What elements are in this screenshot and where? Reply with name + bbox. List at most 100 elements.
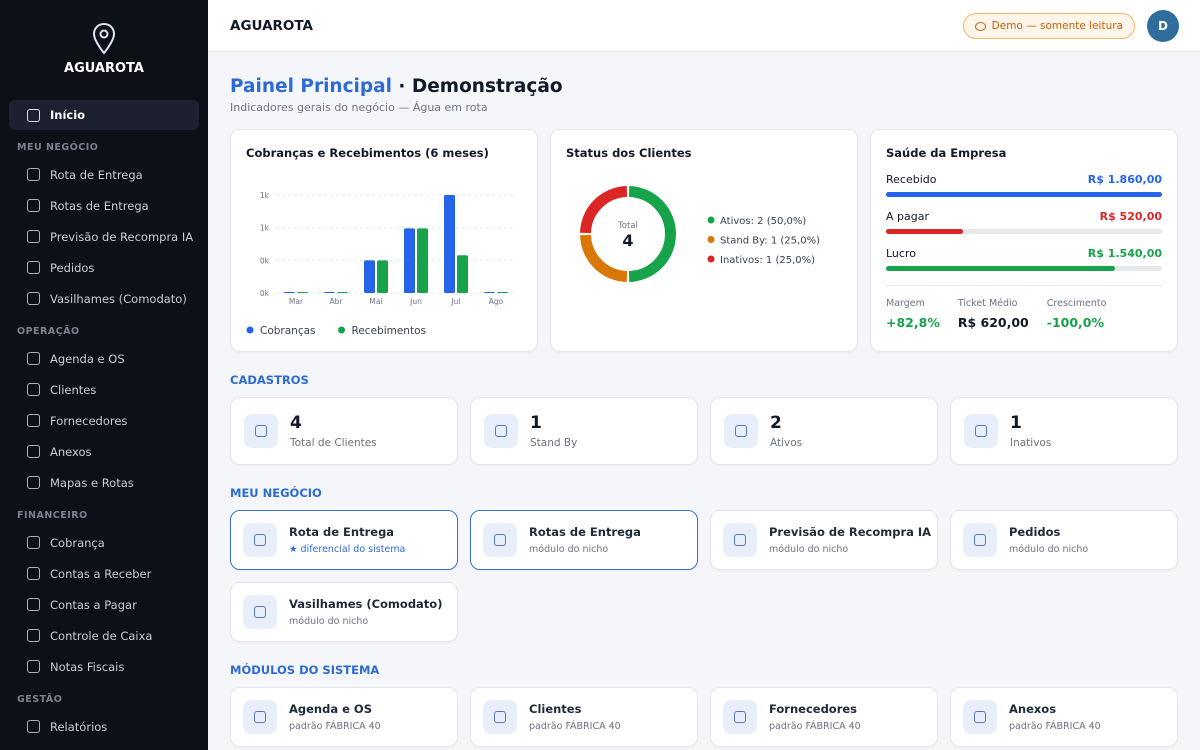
section-title: MEU NEGÓCIO — [230, 486, 322, 500]
module-card[interactable]: Clientes padrão FÁBRICA 40 — [470, 687, 698, 747]
health-row: Recebido R$ 1.860,00 — [886, 173, 1162, 197]
module-card[interactable]: Previsão de Recompra IA módulo do nicho — [710, 510, 938, 570]
icon — [27, 720, 40, 733]
nav-item[interactable]: Agenda e OS — [9, 343, 199, 374]
section-title: MÓDULOS DO SISTEMA — [230, 663, 380, 677]
module-title: Fornecedores — [769, 702, 858, 716]
metric: Margem +82,8% — [886, 298, 940, 330]
icon — [735, 425, 747, 437]
health-value: R$ 520,00 — [1099, 210, 1162, 223]
legend-swatch — [338, 326, 346, 334]
icon-box — [724, 414, 758, 448]
nav-item[interactable]: Mapas e Rotas — [9, 467, 199, 498]
nav-item[interactable]: Início — [9, 100, 199, 130]
nav-label: Início — [50, 108, 86, 122]
nav-item[interactable]: Previsão de Recompra IA — [9, 221, 199, 252]
health-row: Lucro R$ 1.540,00 — [886, 247, 1162, 271]
y-tick-label: 1k — [260, 224, 270, 233]
nav-item[interactable]: Controle de Caixa — [9, 620, 199, 651]
sidebar: AGUAROTA Início MEU NEGÓCIO Rota de Entreg… — [0, 0, 208, 750]
nav-item[interactable]: Pedidos — [9, 252, 199, 283]
icon — [254, 711, 266, 723]
module-card[interactable]: Rotas de Entrega módulo do nicho — [470, 510, 698, 570]
module-subtitle: módulo do nicho — [1009, 544, 1089, 555]
business-modules: Rota de Entrega ★ diferencial do sistema R… — [230, 510, 1178, 642]
bar — [484, 292, 495, 293]
module-card[interactable]: Vasilhames (Comodato) módulo do nicho — [230, 582, 458, 642]
nav-label: Fornecedores — [50, 413, 128, 428]
nav-label: Mapas e Rotas — [50, 475, 134, 490]
module-card[interactable]: Fornecedores padrão FÁBRICA 40 — [710, 687, 938, 747]
y-tick-label: 0k — [260, 256, 270, 265]
stat-value: 1 — [530, 413, 542, 433]
health-value: R$ 1.860,00 — [1087, 173, 1162, 186]
title-main: Painel Principal — [230, 76, 392, 97]
module-subtitle: padrão FÁBRICA 40 — [529, 721, 621, 732]
nav-item[interactable]: Cobrança — [9, 527, 199, 558]
pie-chart: Ativos: 2 (50,0%) Stand By: 1 (25,0%) Inat… — [580, 186, 820, 282]
icon — [27, 352, 40, 365]
donut-center-label: Total — [617, 221, 638, 231]
donut-center-value: 4 — [622, 231, 633, 250]
avatar[interactable]: D — [1147, 10, 1179, 42]
icon — [975, 425, 987, 437]
icon-box — [963, 700, 997, 734]
legend-label: Stand By: 1 (25,0%) — [720, 236, 820, 247]
progress-bar — [886, 229, 964, 234]
module-title: Clientes — [529, 702, 582, 716]
icon — [27, 108, 40, 122]
module-title: Previsão de Recompra IA — [769, 525, 932, 539]
legend-label: Recebimentos — [352, 325, 426, 337]
metric-label: Ticket Médio — [957, 298, 1018, 309]
stat-value: 1 — [1010, 413, 1022, 433]
icon — [27, 414, 40, 427]
progress-track — [886, 266, 1162, 271]
icon-box — [243, 700, 277, 734]
pie-slice — [628, 186, 676, 282]
pie-chart-card: Status dos Clientes Ativos: 2 (50,0%) Stan… — [550, 129, 858, 352]
nav-item[interactable]: Contas a Pagar — [9, 589, 199, 620]
x-tick-label: Abr — [330, 297, 344, 306]
nav-item[interactable]: Rota de Entrega — [9, 159, 199, 190]
bar — [377, 260, 388, 293]
bar — [497, 292, 508, 293]
icon — [974, 711, 986, 723]
icon — [27, 476, 40, 489]
nav-item[interactable]: Notas Fiscais — [9, 651, 199, 682]
nav-item[interactable]: Rotas de Entrega — [9, 190, 199, 221]
module-title: Pedidos — [1009, 525, 1061, 539]
module-text: Rota de Entrega ★ diferencial do sistema — [289, 525, 405, 555]
icon — [494, 711, 506, 723]
nav-item[interactable]: Fornecedores — [9, 405, 199, 436]
progress-track — [886, 229, 1162, 234]
progress-bar — [886, 266, 1115, 271]
module-card[interactable]: Rota de Entrega ★ diferencial do sistema — [230, 510, 458, 570]
bar — [297, 292, 308, 293]
nav-item[interactable]: Anexos — [9, 436, 199, 467]
nav-item[interactable]: Relatórios — [9, 711, 199, 742]
brand: AGUAROTA — [0, 0, 208, 96]
nav-label: Cobrança — [50, 535, 105, 550]
icon — [27, 629, 40, 642]
nav-label: Controle de Caixa — [50, 628, 153, 643]
module-card[interactable]: Pedidos módulo do nicho — [950, 510, 1178, 570]
health-label-row: Lucro R$ 1.540,00 — [886, 247, 1162, 260]
metric-value: R$ 620,00 — [957, 315, 1029, 330]
nav-label: Pedidos — [50, 260, 95, 275]
module-text: Clientes padrão FÁBRICA 40 — [529, 702, 621, 732]
card-title: Cobranças e Recebimentos (6 meses) — [246, 146, 489, 160]
icon — [27, 230, 40, 243]
module-subtitle: módulo do nicho — [289, 616, 369, 627]
module-card[interactable]: Agenda e OS padrão FÁBRICA 40 — [230, 687, 458, 747]
icon — [254, 606, 266, 618]
module-card[interactable]: Anexos padrão FÁBRICA 40 — [950, 687, 1178, 747]
health-label-row: A pagar R$ 520,00 — [886, 210, 1162, 223]
nav-item[interactable]: Clientes — [9, 374, 199, 405]
nav-section-title: MEU NEGÓCIO — [17, 142, 99, 153]
nav-item[interactable]: Vasilhames (Comodato) — [9, 283, 199, 314]
bar-chart-card: Cobranças e Recebimentos (6 meses) 0k 0k 1k… — [230, 129, 538, 352]
nav-item[interactable]: Contas a Receber — [9, 558, 199, 589]
module-subtitle: padrão FÁBRICA 40 — [1009, 721, 1101, 732]
icon-box — [484, 414, 518, 448]
